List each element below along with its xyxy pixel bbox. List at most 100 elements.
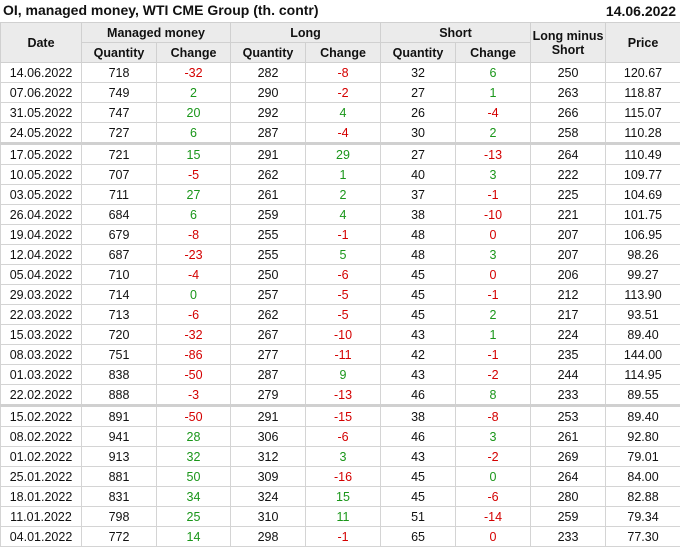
table-body: 14.06.2022 718 -32 282 -8 32 6 250 120.67 07.06.2… xyxy=(0,62,680,547)
cell-short-quantity: 43 xyxy=(380,324,457,345)
cell-mm-change: 6 xyxy=(156,204,231,225)
cell-short-change: -6 xyxy=(455,486,532,507)
cell-short-change: 8 xyxy=(455,384,532,406)
cell-long-change: -11 xyxy=(304,344,382,365)
cell-short-quantity: 46 xyxy=(380,426,457,447)
cell-long-quantity: 292 xyxy=(230,102,306,123)
cell-mm-change: 50 xyxy=(156,466,231,487)
cell-price: 106.95 xyxy=(605,224,680,245)
cell-price: 118.87 xyxy=(605,82,680,103)
cell-date: 14.06.2022 xyxy=(0,62,82,83)
cell-long-change: 4 xyxy=(304,204,382,225)
cell-mm-quantity: 713 xyxy=(81,304,157,325)
cell-long-quantity: 262 xyxy=(230,164,306,185)
cell-short-change: -2 xyxy=(455,446,532,467)
cell-date: 01.02.2022 xyxy=(0,446,82,467)
cell-long-change: 3 xyxy=(304,446,382,467)
cell-long-change: -2 xyxy=(304,82,382,103)
cell-long-quantity: 250 xyxy=(230,264,306,285)
cell-short-quantity: 45 xyxy=(380,264,457,285)
cell-long-change: -15 xyxy=(304,404,382,427)
cell-long-minus-short: 233 xyxy=(530,526,607,547)
cell-short-quantity: 27 xyxy=(380,82,457,103)
cell-price: 110.49 xyxy=(605,142,680,165)
cell-mm-quantity: 687 xyxy=(81,244,157,265)
cell-date: 22.02.2022 xyxy=(0,384,82,406)
cell-short-change: -10 xyxy=(455,204,532,225)
cell-long-minus-short: 263 xyxy=(530,82,607,103)
cell-mm-change: 14 xyxy=(156,526,231,547)
table-row: 22.02.2022 888 -3 279 -13 46 8 233 89.55 xyxy=(0,384,680,406)
cell-date: 15.02.2022 xyxy=(0,404,82,427)
cell-price: 115.07 xyxy=(605,102,680,123)
cell-long-quantity: 309 xyxy=(230,466,306,487)
cell-short-quantity: 51 xyxy=(380,506,457,527)
cell-price: 79.34 xyxy=(605,506,680,527)
cell-short-quantity: 45 xyxy=(380,304,457,325)
cell-price: 144.00 xyxy=(605,344,680,365)
cell-short-quantity: 65 xyxy=(380,526,457,547)
cell-mm-quantity: 684 xyxy=(81,204,157,225)
cell-price: 89.55 xyxy=(605,384,680,406)
header-long: Long xyxy=(229,22,382,43)
cell-long-minus-short: 225 xyxy=(530,184,607,205)
cell-long-quantity: 259 xyxy=(230,204,306,225)
page-title: OI, managed money, WTI CME Group (th. co… xyxy=(3,2,319,18)
cell-mm-quantity: 711 xyxy=(81,184,157,205)
cell-short-change: -2 xyxy=(455,364,532,385)
cell-price: 77.30 xyxy=(605,526,680,547)
cell-long-change: -16 xyxy=(304,466,382,487)
cell-date: 07.06.2022 xyxy=(0,82,82,103)
cell-mm-quantity: 913 xyxy=(81,446,157,467)
table-row: 25.01.2022 881 50 309 -16 45 0 264 84.00 xyxy=(0,466,680,487)
cell-short-change: 3 xyxy=(455,426,532,447)
cell-mm-change: 28 xyxy=(156,426,231,447)
cell-price: 101.75 xyxy=(605,204,680,225)
cell-long-change: -6 xyxy=(304,264,382,285)
table-row: 18.01.2022 831 34 324 15 45 -6 280 82.88 xyxy=(0,486,680,507)
cell-long-change: -4 xyxy=(304,122,382,144)
table-row: 08.03.2022 751 -86 277 -11 42 -1 235 144.00 xyxy=(0,344,680,365)
cell-date: 04.01.2022 xyxy=(0,526,82,547)
cell-mm-quantity: 751 xyxy=(81,344,157,365)
cell-price: 84.00 xyxy=(605,466,680,487)
cell-long-quantity: 291 xyxy=(230,142,306,165)
cell-mm-change: -50 xyxy=(156,364,231,385)
cell-mm-change: -86 xyxy=(156,344,231,365)
cell-long-minus-short: 250 xyxy=(530,62,607,83)
table-row: 29.03.2022 714 0 257 -5 45 -1 212 113.90 xyxy=(0,284,680,305)
cell-date: 25.01.2022 xyxy=(0,466,82,487)
cell-short-quantity: 46 xyxy=(380,384,457,406)
cell-mm-quantity: 831 xyxy=(81,486,157,507)
header-long-change: Change xyxy=(304,42,382,63)
cell-long-quantity: 255 xyxy=(230,244,306,265)
cell-mm-change: 27 xyxy=(156,184,231,205)
cell-date: 18.01.2022 xyxy=(0,486,82,507)
cell-price: 120.67 xyxy=(605,62,680,83)
table-row: 15.02.2022 891 -50 291 -15 38 -8 253 89.40 xyxy=(0,404,680,427)
cell-long-change: 1 xyxy=(304,164,382,185)
table-row: 26.04.2022 684 6 259 4 38 -10 221 101.75 xyxy=(0,204,680,225)
cell-short-quantity: 37 xyxy=(380,184,457,205)
cell-mm-change: -23 xyxy=(156,244,231,265)
cell-short-quantity: 32 xyxy=(380,62,457,83)
cell-long-quantity: 279 xyxy=(230,384,306,406)
cell-long-minus-short: 206 xyxy=(530,264,607,285)
title-bar: OI, managed money, WTI CME Group (th. co… xyxy=(0,0,680,22)
cell-short-quantity: 48 xyxy=(380,224,457,245)
table-row: 08.02.2022 941 28 306 -6 46 3 261 92.80 xyxy=(0,426,680,447)
table-row: 31.05.2022 747 20 292 4 26 -4 266 115.07 xyxy=(0,102,680,123)
cell-long-quantity: 290 xyxy=(230,82,306,103)
cell-mm-quantity: 718 xyxy=(81,62,157,83)
cell-long-quantity: 257 xyxy=(230,284,306,305)
cell-mm-quantity: 710 xyxy=(81,264,157,285)
cell-date: 12.04.2022 xyxy=(0,244,82,265)
cell-long-minus-short: 235 xyxy=(530,344,607,365)
cell-date: 24.05.2022 xyxy=(0,122,82,144)
table-row: 03.05.2022 711 27 261 2 37 -1 225 104.69 xyxy=(0,184,680,205)
cell-date: 31.05.2022 xyxy=(0,102,82,123)
cell-mm-change: 20 xyxy=(156,102,231,123)
cell-short-change: 1 xyxy=(455,324,532,345)
cell-long-minus-short: 259 xyxy=(530,506,607,527)
header-price: Price xyxy=(605,22,680,63)
